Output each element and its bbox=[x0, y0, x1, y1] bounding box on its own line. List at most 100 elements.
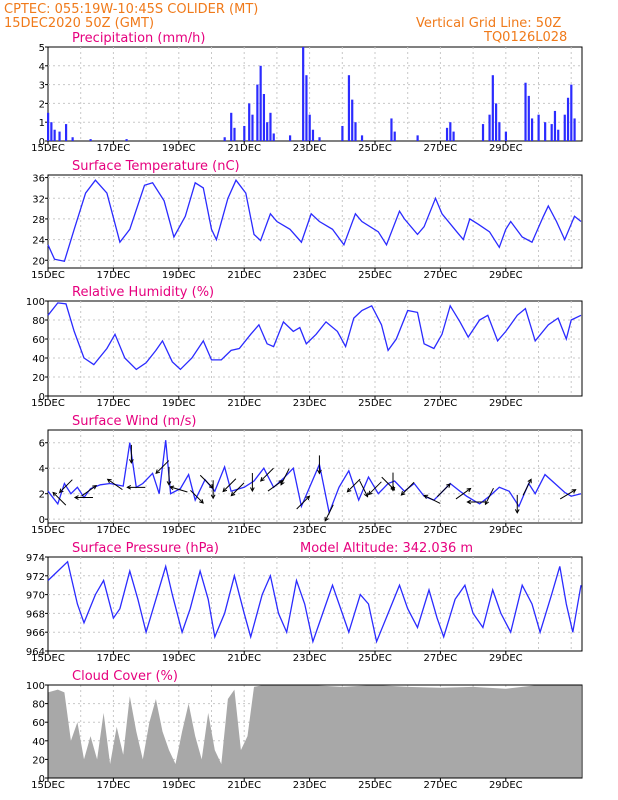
panel-pressure: 964 966 968 970 972 974 15DEC 17DEC 19DEC 21DEC 23… bbox=[26, 541, 583, 664]
wind-arrow bbox=[324, 504, 334, 522]
rh-ytick-label: 0 bbox=[39, 392, 45, 403]
pressure-xtick-label: 19DEC bbox=[162, 653, 196, 664]
wind-arrow-head bbox=[73, 495, 79, 500]
precip-bar bbox=[494, 103, 498, 141]
panel-wind: 0 2 4 6 15DEC 17DEC 19DEC 21DEC 23DEC 25DEC 27DEC 2… bbox=[31, 414, 583, 536]
precip-bar bbox=[351, 99, 354, 141]
temp-xtick-label: 21DEC bbox=[227, 270, 261, 281]
panels: 0 1 2 3 4 5 15DEC 17DEC 19DEC 21DEC 23DEC 25DEC 27DE… bbox=[26, 31, 583, 791]
precip-bar bbox=[491, 75, 494, 141]
cloud-xtick-label: 25DEC bbox=[358, 780, 392, 791]
precip-bar bbox=[544, 122, 547, 141]
precip-bar bbox=[223, 137, 226, 141]
pressure-frame bbox=[47, 556, 583, 652]
precip-ytick-label: 0 bbox=[39, 137, 45, 148]
pressure-xtick-label: 21DEC bbox=[227, 653, 261, 664]
temp-ytick-label: 36 bbox=[32, 174, 45, 185]
rh-series-line bbox=[47, 302, 582, 371]
precip-bar bbox=[557, 129, 560, 141]
wind-arrow bbox=[170, 486, 188, 493]
wind-arrow-head bbox=[305, 495, 311, 501]
cloud-title: Cloud Cover (%) bbox=[72, 669, 178, 684]
header-station: CPTEC: 055:19W-10:45S COLIDER (MT) bbox=[4, 2, 258, 17]
wind-arrow-head bbox=[466, 499, 472, 505]
precip-bar bbox=[47, 112, 50, 141]
cloud-ytick-label: 100 bbox=[26, 681, 45, 692]
pressure-ytick-label: 972 bbox=[26, 572, 45, 583]
precip-bar bbox=[251, 114, 254, 141]
wind-arrow bbox=[222, 478, 237, 492]
precip-xtick-label: 29DEC bbox=[489, 143, 523, 154]
temp-xtick-label: 27DEC bbox=[424, 270, 458, 281]
panel-temp: 20 24 28 32 36 15DEC 17DEC 19DEC 21DEC 23DEC 25DEC… bbox=[31, 159, 583, 281]
temp-xtick-label: 25DEC bbox=[358, 270, 392, 281]
temp-ytick-label: 24 bbox=[32, 236, 45, 247]
precip-bar bbox=[53, 129, 56, 141]
wind-arrow-head bbox=[527, 478, 532, 484]
wind-arrow-head bbox=[210, 494, 216, 500]
panel-precip: 0 1 2 3 4 5 15DEC 17DEC 19DEC 21DEC 23DEC 25DEC 27DE… bbox=[31, 31, 583, 154]
wind-arrow bbox=[359, 480, 369, 497]
precip-bar bbox=[302, 47, 305, 141]
cloud-xtick-label: 23DEC bbox=[293, 780, 327, 791]
pressure-annotation: Model Altitude: 342.036 m bbox=[300, 541, 473, 556]
wind-arrow bbox=[190, 489, 204, 504]
wind-arrow-head bbox=[250, 487, 255, 493]
cloud-ytick-label: 20 bbox=[32, 755, 45, 766]
temp-xtick-label: 15DEC bbox=[31, 270, 65, 281]
precip-xtick-label: 25DEC bbox=[358, 143, 392, 154]
wind-xtick-label: 15DEC bbox=[31, 525, 65, 536]
wind-arrow-head bbox=[280, 480, 285, 486]
wind-ytick-label: 4 bbox=[39, 464, 45, 475]
rh-ytick-label: 80 bbox=[32, 316, 45, 327]
wind-arrow-head bbox=[367, 490, 373, 496]
cloud-frame-top bbox=[47, 684, 583, 779]
wind-arrow bbox=[280, 468, 290, 485]
rh-ytick-label: 40 bbox=[32, 354, 45, 365]
wind-arrow-head bbox=[166, 481, 172, 486]
wind-xtick-label: 29DEC bbox=[489, 525, 523, 536]
precip-bar bbox=[537, 114, 540, 141]
precip-bar bbox=[566, 97, 570, 141]
wind-arrow bbox=[400, 481, 415, 496]
wind-arrow-head bbox=[129, 459, 134, 464]
precip-ytick-label: 5 bbox=[39, 43, 45, 54]
precip-ytick-label: 2 bbox=[39, 99, 45, 110]
precip-bar bbox=[341, 125, 344, 141]
wind-arrow-head bbox=[58, 488, 64, 494]
header-code: TQ0126L028 bbox=[483, 30, 567, 45]
precip-bar bbox=[259, 65, 262, 141]
precip-bar bbox=[553, 110, 557, 141]
precip-xtick-label: 27DEC bbox=[424, 143, 458, 154]
rh-xtick-label: 23DEC bbox=[293, 398, 327, 409]
cloud-xtick-label: 17DEC bbox=[97, 780, 131, 791]
pressure-xtick-label: 15DEC bbox=[31, 653, 65, 664]
wind-ytick-label: 6 bbox=[39, 439, 45, 450]
precip-bar bbox=[311, 129, 315, 141]
pressure-ytick-label: 966 bbox=[26, 628, 45, 639]
precip-bar bbox=[89, 139, 92, 141]
precip-bar bbox=[243, 125, 246, 141]
wind-arrow-head bbox=[52, 491, 58, 497]
wind-arrow-head bbox=[484, 500, 490, 506]
wind-arrow-head bbox=[155, 469, 161, 475]
temp-ytick-label: 20 bbox=[32, 256, 45, 267]
wind-arrow-head bbox=[423, 494, 429, 499]
precip-frame bbox=[47, 46, 583, 142]
wind-arrow-head bbox=[571, 489, 577, 494]
precip-ytick-label: 1 bbox=[39, 118, 45, 129]
rh-xtick-label: 25DEC bbox=[358, 398, 392, 409]
precip-bar bbox=[266, 122, 269, 141]
rh-xtick-label: 27DEC bbox=[424, 398, 458, 409]
wind-arrow bbox=[436, 483, 451, 498]
precip-bar bbox=[488, 114, 491, 141]
cloud-xtick-label: 15DEC bbox=[31, 780, 65, 791]
temp-title: Surface Temperature (nC) bbox=[72, 159, 240, 174]
precip-bar bbox=[71, 137, 74, 141]
wind-arrow bbox=[52, 492, 67, 506]
cloud-ytick-label: 40 bbox=[32, 737, 45, 748]
precip-xtick-label: 19DEC bbox=[162, 143, 196, 154]
precip-bar bbox=[58, 131, 61, 141]
wind-arrow-head bbox=[92, 484, 98, 490]
wind-arrow bbox=[522, 479, 532, 496]
